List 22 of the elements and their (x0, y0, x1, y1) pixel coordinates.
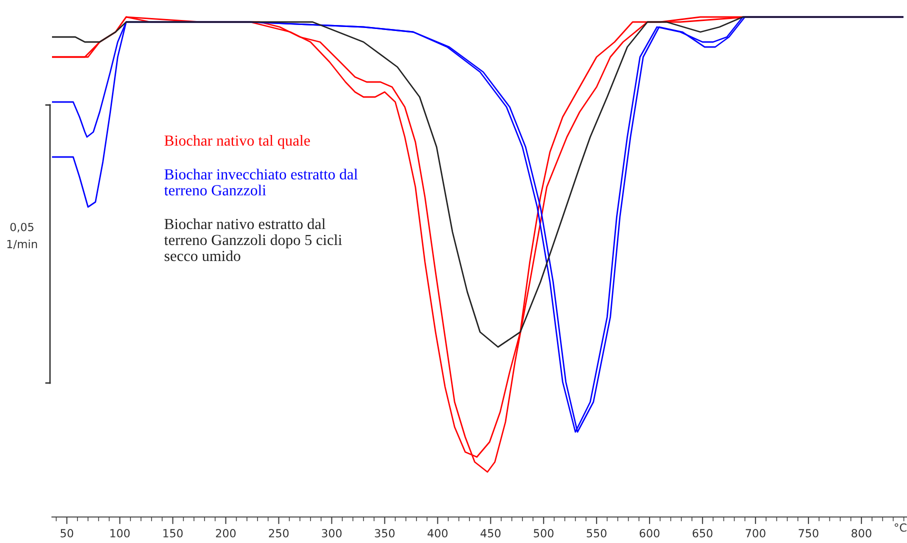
text: Biochar nativo estratto dal terreno Ganzzoli dopo 5 cicli secco umido (164, 218, 342, 262)
text: 0,05 (10, 222, 34, 232)
text: Biochar invecchiato estratto dal terreno Ganzzoli (164, 168, 358, 196)
x-tick-label: 100 (110, 529, 130, 538)
x-tick-label: 600 (640, 529, 660, 538)
text: Biochar nativo tal quale (164, 135, 310, 149)
x-tick-label: 500 (534, 529, 554, 538)
x-axis-title: °C (894, 523, 906, 532)
text: 1/min (7, 240, 37, 250)
x-tick-label: 150 (163, 529, 183, 538)
x-tick-label: 550 (586, 529, 606, 538)
x-tick-label: 50 (60, 529, 74, 538)
x-tick-label: 400 (428, 529, 448, 538)
x-tick-label: 300 (322, 529, 342, 538)
x-tick-label: 700 (746, 529, 766, 538)
x-tick-label: 200 (216, 529, 236, 538)
x-tick-label: 350 (374, 529, 395, 538)
x-tick-label: 800 (852, 529, 872, 538)
x-tick-label: 250 (268, 529, 289, 538)
x-tick-label: 750 (798, 529, 818, 538)
x-tick-label: 450 (480, 529, 500, 538)
x-tick-label: 650 (692, 529, 712, 538)
